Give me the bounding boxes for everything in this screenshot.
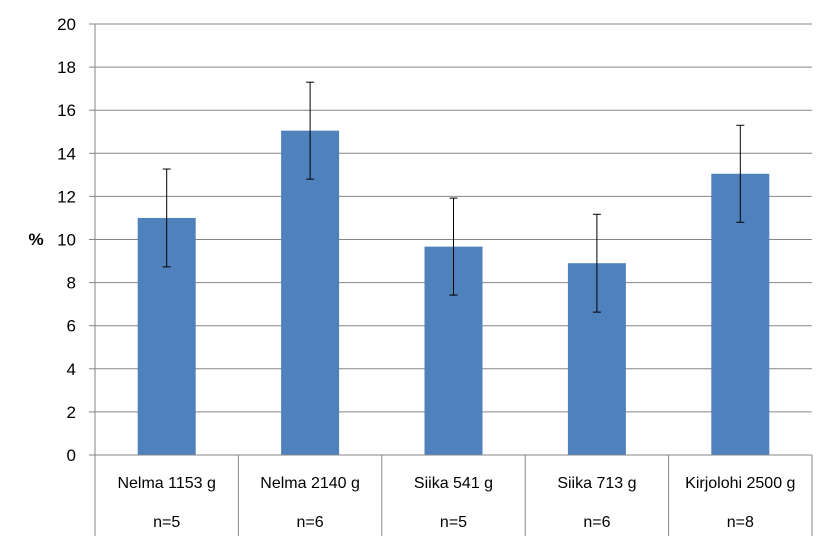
category-label: Nelma 2140 g: [260, 475, 360, 492]
category-labels: Nelma 1153 g n=5 Nelma 2140 g n=6 Siika 541 …: [117, 475, 795, 531]
error-bars: [162, 81, 745, 313]
y-axis-label: %: [28, 230, 43, 249]
bar: [281, 130, 340, 456]
y-tick-labels: 0 2 4 6 8 10 12 14 16 18 20: [57, 15, 76, 465]
category-label: Nelma 1153 g: [117, 475, 215, 492]
category-label: Siika 541 g: [414, 475, 493, 492]
axes: [94, 24, 813, 536]
y-tick-label: 0: [67, 446, 76, 465]
y-tick-label: 12: [57, 187, 76, 206]
y-tick-label: 16: [57, 101, 76, 120]
sample-size-label: n=8: [727, 514, 754, 531]
y-tick-label: 18: [57, 58, 76, 77]
category-label: Kirjolohi 2500 g: [685, 475, 795, 492]
sample-size-label: n=5: [153, 514, 180, 531]
y-tick-label: 6: [67, 317, 76, 336]
y-tick-label: 8: [67, 274, 76, 293]
category-label: Siika 713 g: [557, 475, 636, 492]
y-tick-label: 20: [57, 15, 76, 34]
y-tick-label: 4: [67, 360, 76, 379]
y-tick-label: 2: [67, 403, 76, 422]
sample-size-label: n=6: [297, 514, 324, 531]
sample-size-label: n=5: [440, 514, 467, 531]
sample-size-label: n=6: [583, 514, 610, 531]
y-tick-label: 14: [57, 144, 76, 163]
bars: [137, 130, 770, 456]
y-tick-label: 10: [57, 231, 76, 250]
